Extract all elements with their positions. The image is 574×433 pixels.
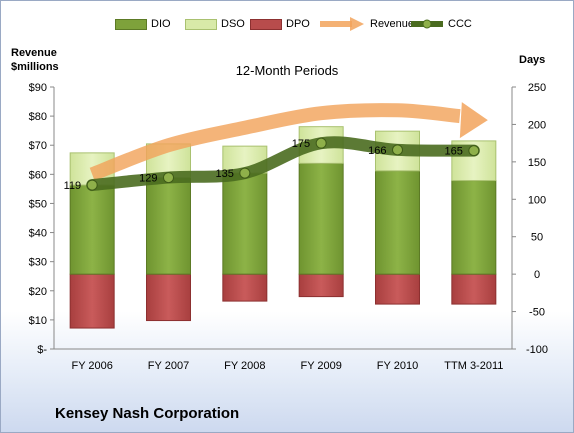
ccc-data-label: 119: [64, 180, 82, 192]
bar-dpo: [69, 273, 115, 329]
left-tick-label: $-: [37, 344, 47, 356]
x-tick-label: FY 2009: [300, 360, 341, 372]
legend-revenue-arrow-icon: [320, 17, 364, 31]
left-tick-label: $60: [29, 169, 47, 181]
legend-swatch-dio: [115, 18, 147, 30]
ccc-point: [392, 144, 403, 156]
left-axis-title: Revenue $millions: [11, 46, 59, 74]
ccc-point: [315, 137, 327, 149]
right-tick-label: 0: [534, 269, 540, 281]
right-tick-label: -100: [526, 344, 548, 356]
ccc-data-label: 165: [444, 146, 462, 158]
legend-item-dpo: DPO: [250, 14, 310, 34]
legend-label-ccc: CCC: [448, 18, 472, 30]
bar-dpo: [146, 273, 191, 322]
bar-dpo: [298, 273, 344, 298]
left-tick-label: $80: [29, 111, 47, 123]
x-tick-label: FY 2008: [224, 360, 265, 372]
left-tick-label: $10: [29, 315, 47, 327]
legend-item-dio: DIO: [115, 14, 171, 34]
bar-dpo: [451, 273, 497, 305]
bar-dio: [375, 170, 420, 275]
legend-swatch-dso: [185, 18, 217, 30]
left-tick-label: $90: [29, 82, 47, 94]
bar-dio: [222, 172, 268, 275]
right-tick-label: -50: [529, 307, 545, 319]
legend-item-ccc: CCC: [410, 14, 472, 34]
right-tick-label: 150: [528, 157, 546, 169]
revenue-arrowhead: [459, 102, 488, 139]
left-tick-label: $50: [29, 198, 47, 210]
ccc-point: [86, 179, 98, 191]
revenue-line: [89, 103, 461, 181]
bar-dio: [451, 180, 497, 275]
legend-item-revenue: Revenue: [318, 14, 414, 34]
x-tick-label: TTM 3-2011: [444, 360, 503, 372]
ccc-data-label: 135: [215, 168, 233, 180]
bar-dpo: [375, 273, 420, 305]
x-tick-label: FY 2007: [148, 360, 189, 372]
chart-title: 12-Month Periods: [235, 63, 339, 78]
legend: DIO DSO DPO Revenue CCC: [0, 14, 574, 34]
bar-dio: [146, 177, 191, 275]
right-tick-label: 250: [528, 82, 546, 94]
left-tick-label: $20: [29, 286, 47, 298]
bar-dpo: [222, 273, 268, 302]
legend-label-dio: DIO: [151, 18, 171, 30]
ccc-data-label: 166: [368, 145, 386, 157]
left-axis-title-line1: Revenue: [11, 47, 57, 59]
company-name: Kensey Nash Corporation: [55, 405, 240, 422]
right-tick-label: 100: [528, 194, 546, 206]
left-tick-label: $70: [29, 140, 47, 152]
legend-ccc-line-icon: [411, 19, 443, 29]
ccc-point: [239, 167, 251, 179]
bar-dio: [69, 184, 115, 275]
left-axis-title-line2: $millions: [11, 61, 59, 73]
left-tick-label: $40: [29, 228, 47, 240]
bar-dio: [298, 162, 344, 275]
right-tick-label: 200: [528, 119, 546, 131]
legend-swatch-dpo: [250, 18, 282, 30]
ccc-line: [86, 136, 480, 192]
x-tick-label: FY 2006: [71, 360, 112, 372]
legend-label-revenue: Revenue: [370, 18, 415, 30]
right-axis-title: Days: [519, 54, 546, 66]
ccc-point: [163, 172, 174, 184]
ccc-data-label: 175: [292, 138, 310, 150]
x-tick-label: FY 2010: [377, 360, 418, 372]
left-tick-label: $30: [29, 257, 47, 269]
legend-label-dso: DSO: [221, 18, 245, 30]
ccc-data-label: 129: [139, 173, 157, 185]
legend-item-dso: DSO: [185, 14, 245, 34]
legend-label-dpo: DPO: [286, 18, 310, 30]
ccc-point: [468, 145, 480, 157]
right-tick-label: 50: [531, 232, 543, 244]
